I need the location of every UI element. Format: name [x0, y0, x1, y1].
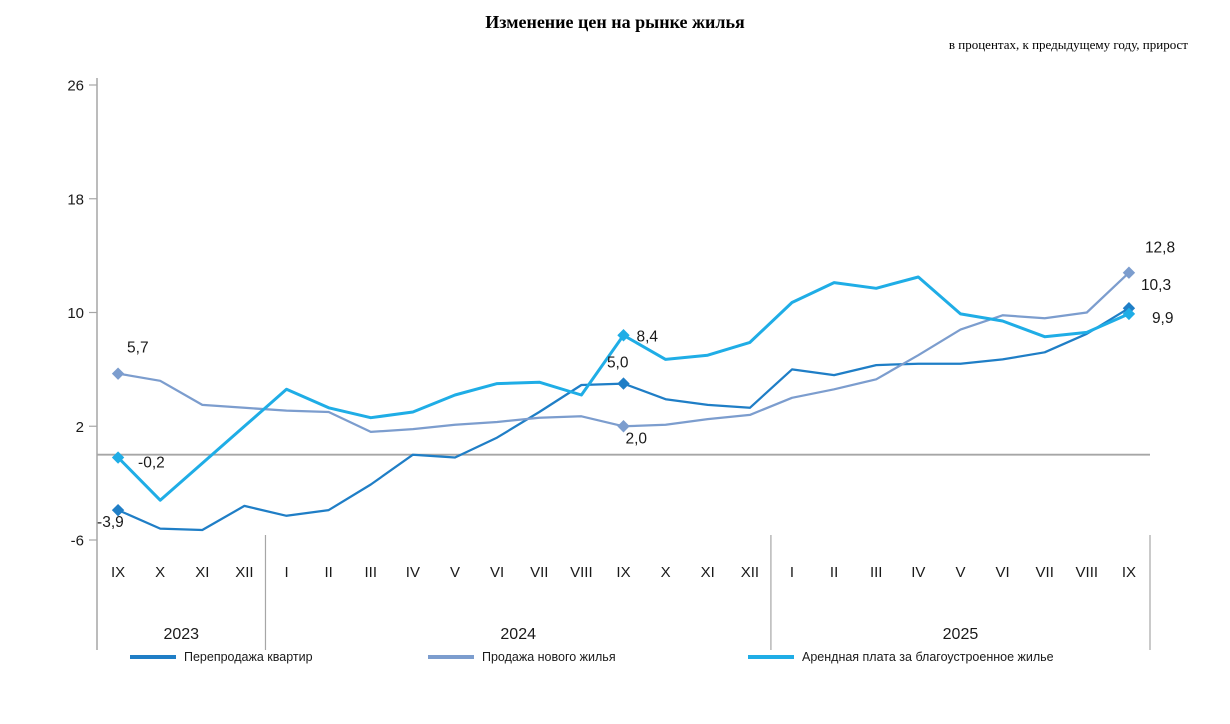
rent-line-swatch	[748, 655, 794, 659]
series-line-1	[116, 271, 1131, 434]
x-month-label: XII	[741, 564, 759, 581]
x-month-label: IX	[616, 564, 630, 581]
x-month-label: VII	[530, 564, 548, 581]
series-marker-2	[1122, 307, 1136, 321]
x-year-label: 2024	[500, 626, 536, 643]
x-month-label: VI	[490, 564, 504, 581]
resale-line-swatch	[130, 655, 176, 659]
series-marker-1	[1122, 266, 1136, 279]
series-line-0	[116, 307, 1131, 532]
x-month-label: IV	[911, 564, 925, 581]
legend-label-new-housing: Продажа нового жилья	[482, 650, 616, 664]
series-marker-2	[111, 451, 125, 464]
x-month-label: XII	[235, 564, 253, 581]
x-month-label: II	[830, 564, 838, 581]
series-marker-0	[111, 503, 125, 517]
legend-label-rent: Арендная плата за благоустроенное жилье	[802, 650, 1054, 664]
x-month-label: VI	[995, 564, 1009, 581]
new-housing-line-swatch	[428, 655, 474, 659]
x-month-label: VIII	[570, 564, 593, 581]
x-month-label: III	[365, 564, 378, 581]
data-label-series-2: -0,2	[138, 455, 165, 472]
data-label-series-1: 5,7	[127, 340, 149, 357]
data-label-series-1: 2,0	[626, 430, 648, 447]
legend: Перепродажа квартир Продажа нового жилья…	[0, 649, 1230, 667]
chart-title: Изменение цен на рынке жилья	[485, 12, 745, 32]
data-label-series-1: 12,8	[1145, 240, 1175, 257]
x-month-label: XI	[701, 564, 715, 581]
data-label-series-0: 10,3	[1141, 277, 1171, 294]
x-year-label: 2023	[163, 626, 199, 643]
legend-item-rent: Арендная плата за благоустроенное жилье	[748, 649, 1054, 665]
x-month-label: IX	[1122, 564, 1136, 581]
x-month-label: X	[155, 564, 165, 581]
x-month-label: XI	[195, 564, 209, 581]
x-month-label: VIII	[1076, 564, 1099, 581]
x-month-label: V	[450, 564, 460, 581]
y-tick-label: 18	[67, 191, 84, 208]
legend-label-resale: Перепродажа квартир	[184, 650, 313, 664]
data-label-series-2: 9,9	[1152, 310, 1174, 327]
y-tick-label: 2	[76, 419, 84, 436]
x-month-label: II	[324, 564, 332, 581]
x-month-label: V	[955, 564, 965, 581]
data-label-series-0: 5,0	[607, 355, 629, 372]
x-month-label: VII	[1036, 564, 1054, 581]
x-month-label: IV	[406, 564, 420, 581]
legend-item-new-housing: Продажа нового жилья	[428, 649, 616, 665]
chart-subtitle: в процентах, к предыдущему году, прирост	[948, 37, 1188, 52]
y-tick-label: 26	[67, 78, 84, 95]
series-marker-2	[617, 329, 630, 342]
y-tick-label: -6	[71, 533, 84, 550]
series-marker-0	[617, 377, 630, 390]
series-marker-1	[617, 420, 630, 433]
series-marker-1	[111, 367, 125, 380]
x-month-label: III	[870, 564, 883, 581]
legend-item-resale: Перепродажа квартир	[130, 649, 313, 665]
x-month-label: I	[790, 564, 794, 581]
data-label-series-0: -3,9	[97, 514, 124, 531]
y-tick-label: 10	[67, 305, 84, 322]
x-month-label: IX	[111, 564, 125, 581]
data-label-series-2: 8,4	[637, 328, 659, 345]
x-month-label: I	[284, 564, 288, 581]
x-month-label: X	[661, 564, 671, 581]
x-year-label: 2025	[943, 626, 979, 643]
